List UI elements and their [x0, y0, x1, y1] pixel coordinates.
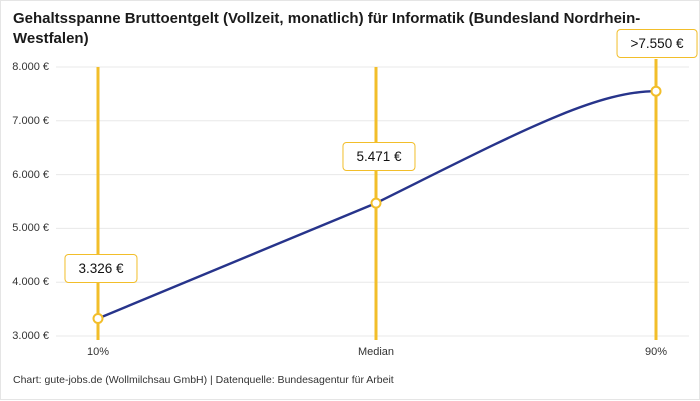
- x-tick-label-median: Median: [357, 346, 395, 358]
- y-tick-label: 6.000 €: [12, 169, 49, 181]
- y-tick-label: 4.000 €: [12, 276, 49, 288]
- chart-title: Gehaltsspanne Bruttoentgelt (Vollzeit, m…: [13, 10, 641, 47]
- x-tick-label-90pct: 90%: [644, 346, 668, 358]
- y-tick-label: 7.000 €: [12, 115, 49, 127]
- y-tick-label: 3.000 €: [12, 330, 49, 342]
- value-callout-10pct: 3.326 €: [64, 254, 138, 283]
- y-tick-label: 8.000 €: [12, 61, 49, 73]
- y-tick-label: 5.000 €: [12, 222, 49, 234]
- x-tick-label-10pct: 10%: [86, 346, 110, 358]
- footer-credit: Chart: gute-jobs.de (Wollmilchsau GmbH) …: [13, 374, 394, 386]
- value-callout-median: 5.471 €: [342, 142, 416, 171]
- value-callout-90pct: >7.550 €: [616, 29, 698, 58]
